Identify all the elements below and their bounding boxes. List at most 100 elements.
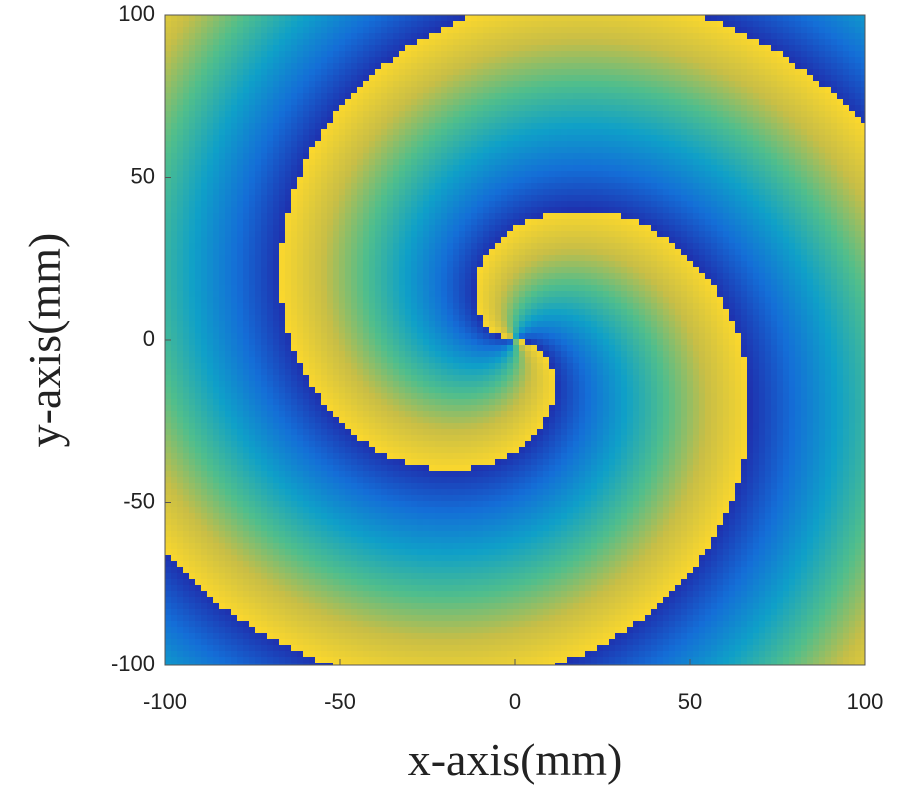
phase-cell — [177, 249, 184, 256]
phase-cell — [471, 15, 478, 22]
phase-cell — [267, 165, 274, 172]
phase-cell — [795, 27, 802, 34]
phase-cell — [435, 219, 442, 226]
phase-cell — [579, 177, 586, 184]
phase-cell — [729, 123, 736, 130]
phase-cell — [741, 141, 748, 148]
phase-cell — [261, 165, 268, 172]
phase-cell — [303, 189, 310, 196]
phase-cell — [621, 225, 628, 232]
phase-cell — [453, 237, 460, 244]
phase-cell — [561, 105, 568, 112]
phase-cell — [825, 213, 832, 220]
phase-cell — [519, 117, 526, 124]
phase-cell — [849, 21, 856, 28]
phase-cell — [393, 255, 400, 262]
phase-cell — [495, 45, 502, 52]
phase-cell — [447, 93, 454, 100]
phase-cell — [753, 213, 760, 220]
phase-cell — [333, 189, 340, 196]
phase-cell — [459, 195, 466, 202]
phase-cell — [819, 249, 826, 256]
phase-cell — [699, 225, 706, 232]
phase-cell — [501, 87, 508, 94]
phase-cell — [405, 159, 412, 166]
phase-cell — [465, 243, 472, 250]
phase-cell — [231, 75, 238, 82]
phase-cell — [459, 135, 466, 142]
phase-cell — [321, 87, 328, 94]
phase-cell — [183, 159, 190, 166]
phase-cell — [387, 267, 394, 274]
phase-cell — [387, 123, 394, 130]
phase-cell — [195, 189, 202, 196]
phase-cell — [855, 189, 862, 196]
phase-cell — [189, 33, 196, 40]
phase-cell — [567, 135, 574, 142]
phase-cell — [201, 165, 208, 172]
phase-cell — [735, 153, 742, 160]
phase-cell — [489, 51, 496, 58]
phase-cell — [771, 27, 778, 34]
phase-cell — [285, 141, 292, 148]
phase-cell — [657, 159, 664, 166]
phase-cell — [639, 243, 646, 250]
phase-cell — [465, 123, 472, 130]
phase-cell — [201, 219, 208, 226]
phase-cell — [837, 219, 844, 226]
phase-cell — [597, 105, 604, 112]
phase-cell — [363, 243, 370, 250]
phase-cell — [165, 135, 172, 142]
phase-cell — [723, 105, 730, 112]
phase-cell — [621, 75, 628, 82]
phase-cell — [297, 63, 304, 70]
phase-cell — [513, 225, 520, 232]
phase-cell — [579, 51, 586, 58]
phase-cell — [369, 117, 376, 124]
phase-cell — [765, 201, 772, 208]
phase-cell — [825, 123, 832, 130]
phase-cell — [501, 117, 508, 124]
phase-cell — [813, 87, 820, 94]
phase-cell — [381, 57, 388, 64]
phase-cell — [765, 69, 772, 76]
phase-cell — [297, 93, 304, 100]
phase-cell — [249, 261, 256, 268]
phase-cell — [843, 195, 850, 202]
phase-cell — [255, 147, 262, 154]
phase-cell — [219, 237, 226, 244]
phase-cell — [861, 111, 866, 118]
phase-cell — [747, 99, 754, 106]
phase-cell — [861, 99, 866, 106]
phase-cell — [765, 81, 772, 88]
phase-cell — [339, 93, 346, 100]
phase-cell — [291, 45, 298, 52]
phase-cell — [273, 183, 280, 190]
phase-cell — [351, 249, 358, 256]
phase-cell — [399, 81, 406, 88]
phase-cell — [501, 93, 508, 100]
phase-cell — [387, 195, 394, 202]
phase-cell — [471, 21, 478, 28]
phase-cell — [831, 45, 838, 52]
phase-cell — [855, 75, 862, 82]
phase-cell — [543, 111, 550, 118]
phase-cell — [375, 255, 382, 262]
phase-cell — [303, 219, 310, 226]
phase-cell — [207, 219, 214, 226]
phase-cell — [309, 135, 316, 142]
phase-cell — [231, 33, 238, 40]
phase-cell — [213, 219, 220, 226]
phase-cell — [297, 69, 304, 76]
phase-cell — [693, 93, 700, 100]
phase-cell — [627, 171, 634, 178]
phase-cell — [813, 159, 820, 166]
phase-cell — [429, 183, 436, 190]
phase-cell — [255, 21, 262, 28]
phase-cell — [645, 159, 652, 166]
phase-cell — [483, 207, 490, 214]
phase-cell — [189, 39, 196, 46]
phase-cell — [567, 123, 574, 130]
phase-cell — [417, 75, 424, 82]
phase-cell — [375, 243, 382, 250]
